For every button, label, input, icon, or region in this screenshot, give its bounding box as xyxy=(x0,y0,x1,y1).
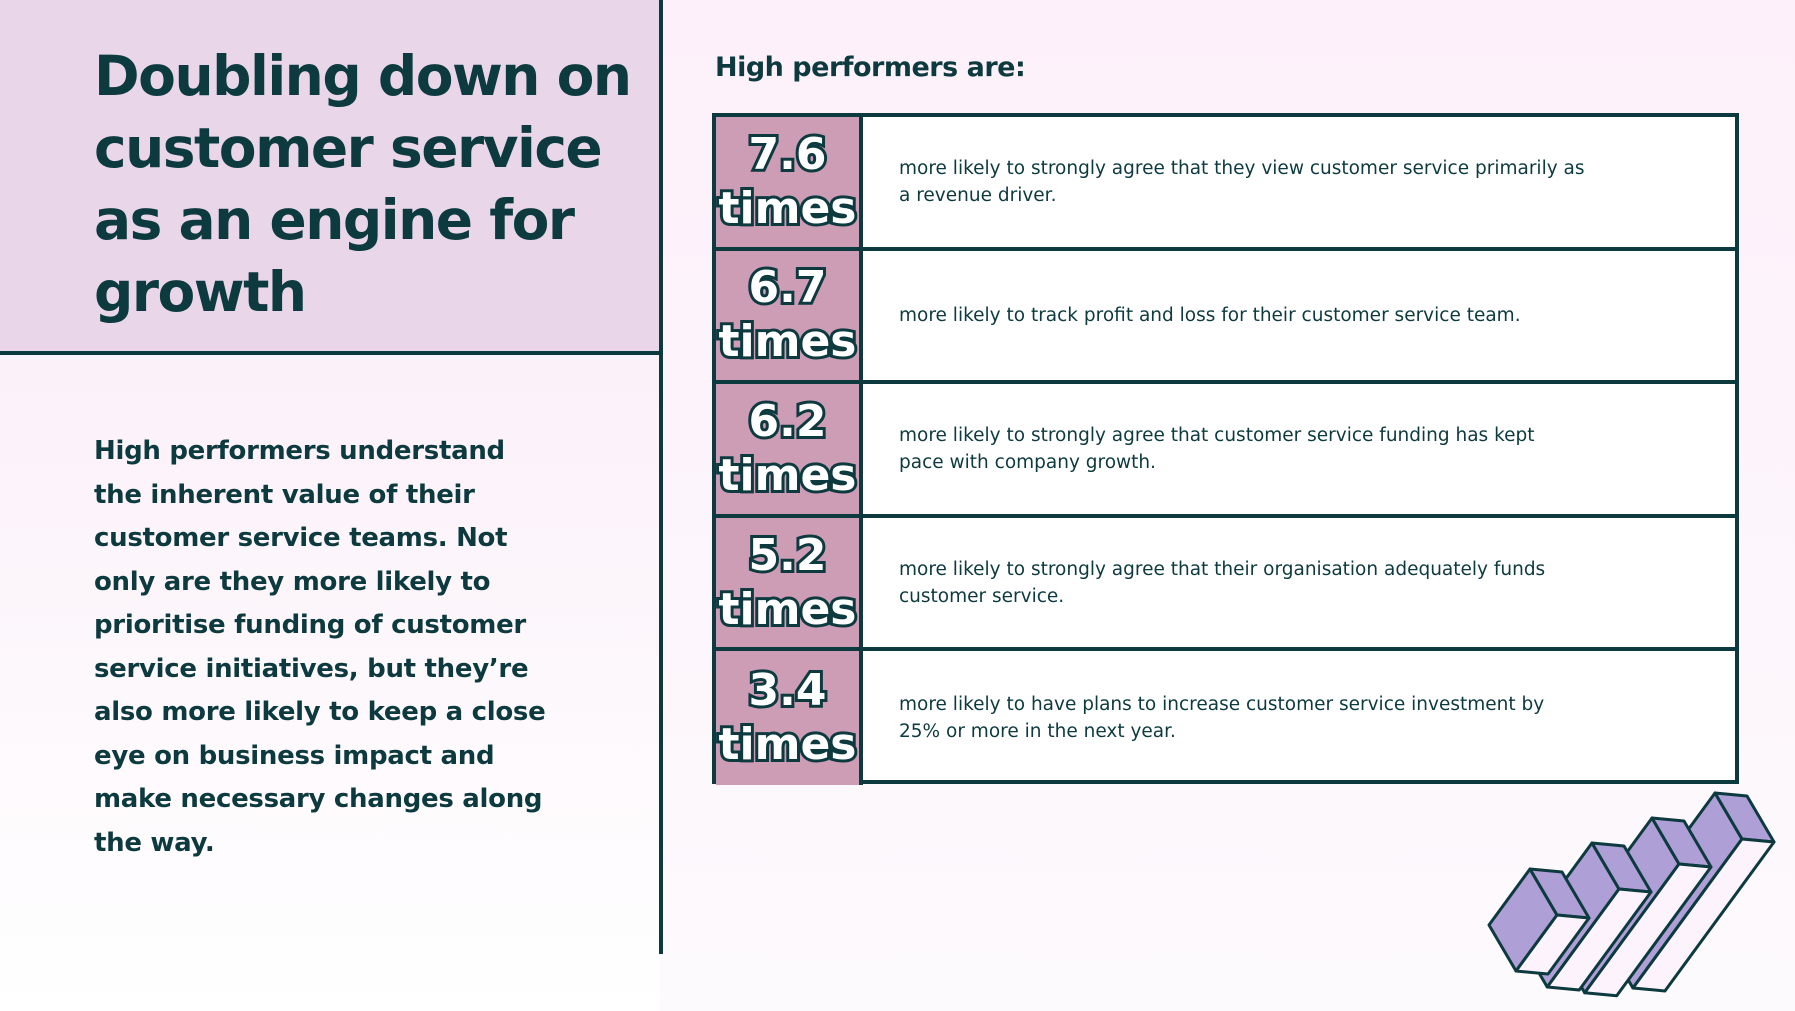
bar-front-face xyxy=(1583,862,1713,998)
stats-table: 7.6 times more likely to strongly agree t… xyxy=(712,113,1739,785)
row-description: more likely to strongly agree that they … xyxy=(899,157,1585,206)
multiplier-value: 7.6 xyxy=(746,126,830,183)
table-row: 5.2 times more likely to strongly agree t… xyxy=(716,517,1735,652)
multiplier-cell: 5.2 times xyxy=(716,517,863,648)
multiplier-cell: 6.7 times xyxy=(716,250,863,381)
bar-shape xyxy=(1487,867,1591,976)
multiplier-value: 5.2 xyxy=(746,527,830,584)
row-description: more likely to have plans to increase cu… xyxy=(899,694,1545,743)
table-row: 6.2 times more likely to strongly agree t… xyxy=(716,384,1735,518)
multiplier-unit: times xyxy=(716,716,860,773)
divider xyxy=(659,0,663,954)
bar-front-face xyxy=(1545,887,1653,992)
multiplier-unit: times xyxy=(716,581,860,638)
multiplier-value: 3.4 xyxy=(746,662,830,719)
row-description: more likely to track profit and loss for… xyxy=(899,304,1521,326)
title-panel xyxy=(0,0,660,355)
table-row: 3.4 times more likely to have plans to in… xyxy=(716,651,1735,785)
multiplier-unit: times xyxy=(716,447,860,504)
multiplier-cell: 6.2 times xyxy=(716,384,863,514)
multiplier-value: 6.7 xyxy=(746,259,830,316)
multiplier-unit: times xyxy=(716,180,860,237)
row-description: more likely to strongly agree that their… xyxy=(899,558,1546,607)
bar-front-face xyxy=(1514,913,1591,976)
page-title: Doubling down on customer service as an … xyxy=(94,44,632,324)
multiplier-cell: 7.6 times xyxy=(716,117,863,247)
multiplier-value: 6.2 xyxy=(746,393,830,450)
multiplier-unit: times xyxy=(716,313,860,370)
body-text: High performers understand the inherent … xyxy=(94,436,546,858)
body-panel xyxy=(0,359,660,1011)
row-description: more likely to strongly agree that custo… xyxy=(899,424,1535,473)
section-heading: High performers are: xyxy=(715,52,1026,83)
multiplier-cell: 3.4 times xyxy=(716,651,863,785)
table-row: 6.7 times more likely to track profit and… xyxy=(716,250,1735,385)
table-row: 7.6 times more likely to strongly agree t… xyxy=(716,117,1735,251)
bar-front-face xyxy=(1631,837,1776,993)
